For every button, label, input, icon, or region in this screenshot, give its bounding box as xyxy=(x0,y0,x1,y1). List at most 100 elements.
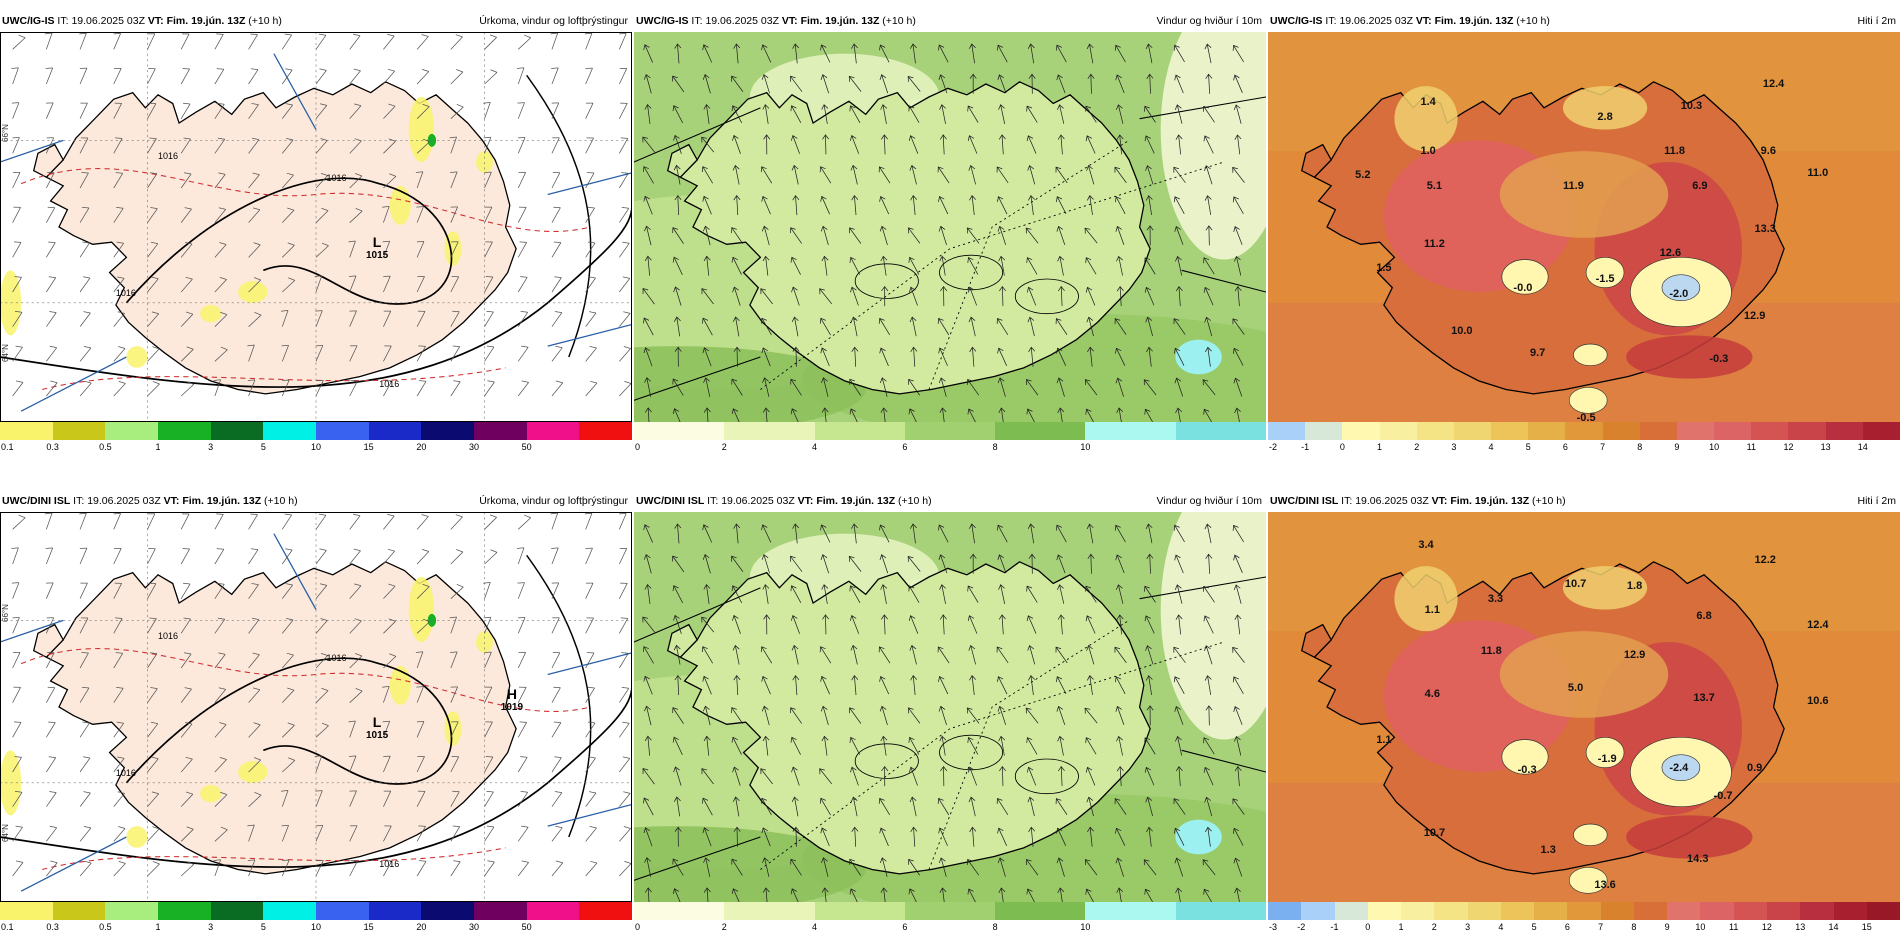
it-label: IT: xyxy=(691,15,703,27)
color-scale-tick: 0.3 xyxy=(46,922,59,932)
color-scale-tick: 13 xyxy=(1795,922,1806,932)
color-scale-tick: 12 xyxy=(1783,442,1794,452)
color-scale-swatch xyxy=(1733,902,1767,920)
color-scale-ticks: 0 2 4 6 8 10 xyxy=(634,442,1266,456)
temperature-label: 1.1 xyxy=(1424,603,1440,616)
temperature-label: 6.9 xyxy=(1692,179,1708,192)
pressure-type: L xyxy=(372,713,382,730)
lead-time: (+10 h) xyxy=(882,15,916,27)
color-scale-tick: 11 xyxy=(1729,922,1739,932)
color-scale-swatch xyxy=(263,422,317,440)
panel-header: UWC/DINI ISL IT: 19.06.2025 03Z VT: Fim.… xyxy=(1268,490,1900,512)
color-scale-swatch xyxy=(474,422,527,440)
panel-title: Hiti í 2m xyxy=(1857,495,1896,507)
panel-title: Vindur og hviður í 10m xyxy=(1156,495,1262,507)
color-scale-tick: 6 xyxy=(902,442,908,452)
panel-header: UWC/IG-IS IT: 19.06.2025 03Z VT: Fim. 19… xyxy=(634,10,1266,32)
color-scale-swatch xyxy=(904,422,996,440)
color-scale-tick: 4 xyxy=(1488,442,1494,452)
color-scale-swatch xyxy=(1334,902,1368,920)
color-scale-tick: 4 xyxy=(812,922,818,932)
map-canvas[interactable] xyxy=(634,32,1266,422)
color-scale-swatch xyxy=(995,902,1086,920)
temperature-label: 1.0 xyxy=(1420,145,1436,158)
color-scale-swatch xyxy=(52,422,106,440)
isobar-label: 1016 xyxy=(115,287,136,298)
panel-header: UWC/DINI ISL IT: 19.06.2025 03Z VT: Fim.… xyxy=(0,490,632,512)
temperature-label: 5.0 xyxy=(1567,681,1584,694)
color-scale-ticks: 0.1 0.3 0.5 1 3 5 10 15 20 30 50 xyxy=(0,442,632,456)
color-scale-ticks: -2 -1 0 1 2 3 4 5 6 7 8 9 10 11 12 13 14 xyxy=(1268,442,1900,456)
color-scale-swatch xyxy=(634,422,725,440)
lead-time: (+10 h) xyxy=(248,15,282,27)
color-scale-swatch xyxy=(1268,902,1302,920)
temperature-label: 5.2 xyxy=(1355,169,1371,181)
temperature-label: 12.9 xyxy=(1623,649,1646,661)
map-panel-p2: UWC/IG-IS IT: 19.06.2025 03Z VT: Fim. 19… xyxy=(634,10,1266,470)
color-scale-swatch xyxy=(1833,902,1867,920)
map-svg xyxy=(634,32,1266,422)
lead-time: (+10 h) xyxy=(1516,15,1550,27)
valid-time: VT: Fim. 19.jún. 13Z xyxy=(1415,15,1514,27)
color-scale-swatch xyxy=(1714,422,1752,440)
color-scale-tick: 2 xyxy=(1431,922,1437,932)
color-scale-tick: 0.5 xyxy=(99,922,112,932)
color-scale-tick: 9 xyxy=(1664,922,1670,932)
color-scale-tick: 8 xyxy=(992,922,998,932)
color-scale-swatch xyxy=(368,422,422,440)
map-canvas[interactable]: 1.4 2.8 10.3 12.4 1.0 11.8 9.6 5.2 5.1 11.9 6.9 11.… xyxy=(1268,32,1900,422)
color-scale-swatch xyxy=(1453,422,1492,440)
color-scale-tick: 50 xyxy=(521,922,532,932)
temperature-label: -0.0 xyxy=(1513,281,1533,294)
model-name: UWC/DINI ISL xyxy=(636,495,705,507)
color-scale-tick: 4 xyxy=(812,442,818,452)
map-canvas[interactable] xyxy=(634,512,1266,902)
lead-time: (+10 h) xyxy=(898,495,932,507)
color-scale-swatch xyxy=(1491,422,1529,440)
color-scale xyxy=(1268,902,1900,920)
color-scale-tick: 0.1 xyxy=(1,442,14,452)
color-scale xyxy=(0,422,633,440)
temperature-label: 10.3 xyxy=(1680,99,1703,112)
color-scale-tick: 10 xyxy=(1695,922,1706,932)
color-scale-ticks: -3 -2 -1 0 1 2 3 4 5 6 7 8 9 10 11 12 13 14 15 xyxy=(1268,922,1900,936)
temperature-label: 10.6 xyxy=(1807,694,1829,707)
color-scale-tick: 10 xyxy=(1080,922,1091,932)
color-scale-tick: 1 xyxy=(155,922,161,932)
color-scale-tick: 2 xyxy=(721,442,727,452)
color-scale-swatch xyxy=(1633,902,1668,920)
temperature-label: 1.3 xyxy=(1540,844,1556,856)
color-scale-tick: -2 xyxy=(1297,922,1306,932)
color-scale-tick: 0.3 xyxy=(46,442,59,452)
color-scale-tick: 5 xyxy=(1531,922,1537,932)
map-canvas[interactable]: 66°N 64°N L 1015 H 1019 1016 1016 1016 1016 xyxy=(0,512,632,902)
color-scale-tick: 10 xyxy=(310,922,322,932)
it-label: IT: xyxy=(1325,15,1337,27)
temperature-label: 1.5 xyxy=(1376,262,1392,275)
color-scale-swatch xyxy=(634,902,725,920)
isobar-label: 1016 xyxy=(379,378,400,389)
color-scale-swatch xyxy=(1700,902,1734,920)
color-scale-tick: 30 xyxy=(468,442,480,452)
color-scale-swatch xyxy=(421,902,475,920)
color-scale-swatch xyxy=(210,422,264,440)
pressure-type: H xyxy=(506,685,517,702)
color-scale-swatch xyxy=(263,902,317,920)
color-scale-tick: 15 xyxy=(1861,922,1872,932)
color-scale-tick: 8 xyxy=(1631,922,1637,932)
valid-time: VT: Fim. 19.jún. 13Z xyxy=(781,15,880,27)
color-scale-tick: 6 xyxy=(1564,922,1570,932)
color-scale-swatch xyxy=(526,902,580,920)
color-scale-tick: 6 xyxy=(1562,442,1568,452)
color-scale-swatch xyxy=(724,902,815,920)
color-scale xyxy=(634,422,1266,440)
color-scale-swatch xyxy=(1639,422,1677,440)
color-scale-tick: 4 xyxy=(1498,922,1504,932)
temperature-label: 2.8 xyxy=(1597,110,1613,123)
color-scale-swatch xyxy=(1528,422,1566,440)
temperature-label: 13.6 xyxy=(1594,878,1616,891)
valid-time: VT: Fim. 19.jún. 13Z xyxy=(797,495,896,507)
temperature-label: 12.4 xyxy=(1807,618,1829,631)
map-canvas[interactable]: 3.4 10.7 1.8 12.2 1.1 3.3 6.8 12.4 11.8 12.9 4.6 5.… xyxy=(1268,512,1900,902)
map-canvas[interactable]: 66°N 64°N L 1015 1016 1016 1016 1016 xyxy=(0,32,632,422)
